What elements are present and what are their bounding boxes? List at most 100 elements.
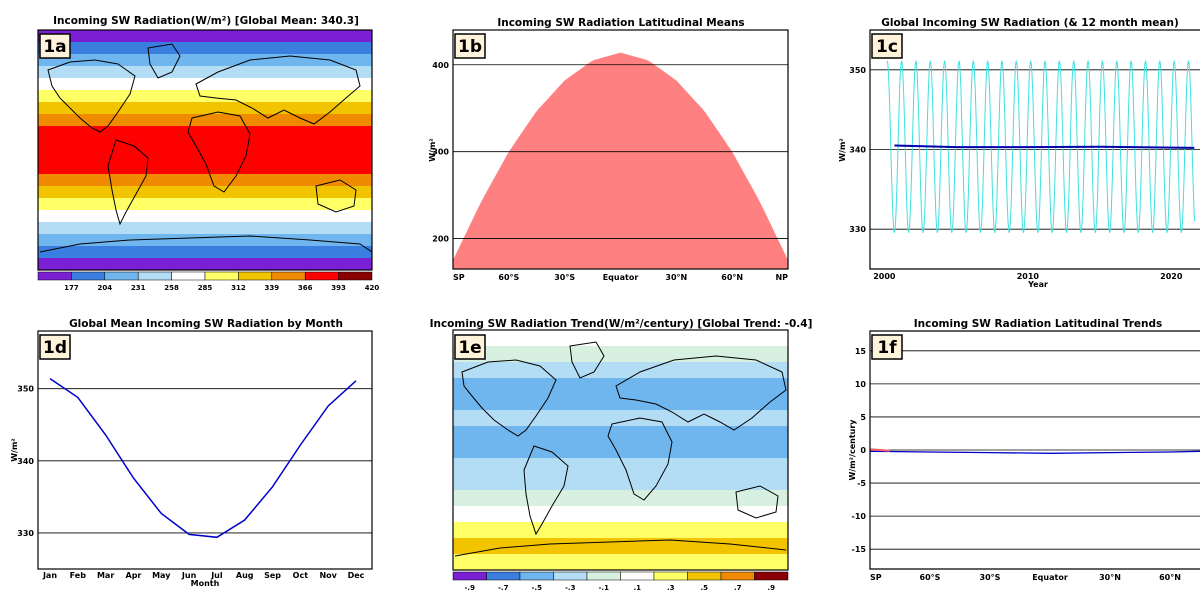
panel-1b-xtick-label: 30°S bbox=[554, 273, 575, 282]
map-greenland bbox=[147, 43, 181, 79]
panel-1e-band bbox=[453, 442, 788, 459]
panel-1b-xtick-label: NP bbox=[775, 273, 788, 282]
panel-1e-colorbar: -.9 -.7 -.5 -.3 -.1 .1 .3 .5 .7 .9 bbox=[452, 571, 789, 592]
panel-1e-colorbar-label: -.3 bbox=[565, 584, 576, 592]
panel-1f-ytick-label: -5 bbox=[857, 479, 866, 488]
panel-1a-badge: 1a bbox=[39, 33, 71, 59]
panel-1a-band bbox=[38, 174, 372, 187]
panel-1a-title: Incoming SW Radiation(W/m²) [Global Mean… bbox=[53, 15, 359, 27]
panel-1a-band bbox=[38, 114, 372, 127]
panel-1b-plot: 200 300 400 SP 60°S 30°S Equator 30°N 60°N NP bbox=[432, 52, 788, 282]
panel-1c: Global Incoming SW Radiation (& 12 month… bbox=[838, 17, 1200, 289]
panel-1f-ytick-label: -15 bbox=[852, 545, 867, 554]
panel-1b-ytick-label: 300 bbox=[432, 148, 449, 157]
panel-1d-badge-label: 1d bbox=[43, 338, 67, 358]
panel-1e-colorbar-swatch bbox=[620, 571, 655, 581]
panel-1d-xtick-label: Jun bbox=[181, 571, 197, 580]
panel-1a-band bbox=[38, 78, 372, 91]
panel-1f-ytick-label: -10 bbox=[852, 512, 867, 521]
panel-1e: Incoming SW Radiation Trend(W/m²/century… bbox=[430, 318, 813, 592]
panel-1e-band bbox=[453, 474, 788, 491]
panel-1d: Global Mean Incoming SW Radiation by Mon… bbox=[10, 318, 373, 588]
panel-1f-plot: -15 -10 -5 0 5 10 15 SP 60°S 30°S Equator 30°N 60°N bbox=[852, 347, 1200, 582]
panel-1e-colorbar-label: .5 bbox=[700, 584, 708, 592]
panel-1e-band bbox=[453, 490, 788, 507]
panel-1e-colorbar-label: -.5 bbox=[532, 584, 543, 592]
panel-1b-xtick-label: 30°N bbox=[665, 273, 687, 282]
panel-1a-colorbar-label: 204 bbox=[97, 284, 112, 292]
panel-1c-xtick-label: 2000 bbox=[873, 272, 896, 281]
panel-1e-band bbox=[453, 394, 788, 411]
panel-1d-ytick-label: 350 bbox=[17, 385, 34, 394]
panel-1e-band bbox=[453, 554, 788, 570]
map-eurasia bbox=[195, 55, 361, 125]
panel-1a-colorbar: 177 204 231 258 285 312 339 366 393 420 bbox=[37, 271, 380, 292]
panel-1f-ytick-label: 15 bbox=[855, 347, 867, 356]
panel-1f-xtick-label: 60°S bbox=[920, 573, 941, 582]
panel-1e-colorbar-swatch bbox=[687, 571, 722, 581]
panel-1f-series-line bbox=[869, 448, 891, 452]
panel-1c-ylabel: W/m² bbox=[838, 138, 847, 162]
panel-1a-band bbox=[38, 102, 372, 115]
panel-1c-ytick-label: 340 bbox=[849, 146, 866, 155]
panel-1a-colorbar-label: 231 bbox=[131, 284, 146, 292]
panel-1a-band bbox=[38, 42, 372, 55]
panel-1a-colorbar-swatch bbox=[71, 271, 106, 281]
panel-1b-ytick-label: 200 bbox=[432, 235, 449, 244]
panel-1c-plot: 330 340 350 2000 2010 2020 bbox=[849, 60, 1200, 281]
panel-1e-band bbox=[453, 362, 788, 379]
panel-1c-xtick-label: 2020 bbox=[1160, 272, 1183, 281]
panel-1d-xtick-label: Jan bbox=[42, 571, 57, 580]
panel-1a-world-map bbox=[39, 43, 372, 253]
panel-1d-xtick-label: Dec bbox=[348, 571, 365, 580]
panel-1d-xtick-label: Jul bbox=[210, 571, 223, 580]
panel-1d-xtick-label: Feb bbox=[70, 571, 87, 580]
panel-1d-xlabel: Month bbox=[191, 579, 220, 588]
panel-1c-title: Global Incoming SW Radiation (& 12 month… bbox=[881, 17, 1179, 29]
panel-1e-colorbar-label: -.1 bbox=[599, 584, 610, 592]
panel-1d-xtick-label: May bbox=[152, 571, 171, 580]
panel-1a-frame bbox=[37, 29, 373, 271]
panel-1f-ylabel: W/m²/century bbox=[848, 419, 857, 481]
panel-1e-badge: 1e bbox=[454, 334, 486, 360]
panel-1a-band bbox=[38, 210, 372, 223]
panel-1d-plot: 330 340 350 Jan Feb Mar Apr May Jun Jul Aug Sep Oct N… bbox=[17, 377, 372, 580]
panel-1a-band bbox=[38, 246, 372, 259]
panel-1b-xtick-label: 60°S bbox=[498, 273, 519, 282]
map-africa bbox=[607, 417, 673, 501]
panel-1c-badge: 1c bbox=[871, 33, 903, 59]
panel-1f-series-line bbox=[869, 450, 1200, 454]
panel-1a-band bbox=[38, 138, 372, 151]
panel-1c-xtick-label: 2010 bbox=[1017, 272, 1040, 281]
panel-1a-band bbox=[38, 186, 372, 199]
panel-1f-badge: 1f bbox=[871, 334, 903, 360]
panel-1a-colorbar-swatch bbox=[104, 271, 139, 281]
panel-1a-band bbox=[38, 222, 372, 235]
panel-1f-badge-label: 1f bbox=[877, 338, 897, 358]
map-africa bbox=[187, 111, 251, 193]
panel-1a-colorbar-label: 420 bbox=[365, 284, 380, 292]
panel-1a: Incoming SW Radiation(W/m²) [Global Mean… bbox=[37, 15, 380, 292]
panel-1e-color-bands bbox=[453, 330, 788, 570]
panel-1e-colorbar-swatch bbox=[653, 571, 688, 581]
panel-1a-colorbar-swatch bbox=[271, 271, 306, 281]
panel-1e-band bbox=[453, 330, 788, 347]
panel-1f-xtick-label: Equator bbox=[1032, 573, 1068, 582]
panel-1b-frame bbox=[452, 29, 789, 270]
panel-1b-xtick-label: SP bbox=[453, 273, 465, 282]
panel-1e-colorbar-swatch bbox=[519, 571, 554, 581]
panel-1d-ytick-label: 340 bbox=[17, 457, 34, 466]
panel-1e-colorbar-label: .9 bbox=[767, 584, 775, 592]
map-eurasia bbox=[615, 355, 787, 431]
panel-1a-band bbox=[38, 150, 372, 163]
map-australia bbox=[735, 485, 779, 519]
panel-1a-colorbar-label: 258 bbox=[164, 284, 179, 292]
panel-1e-colorbar-swatch bbox=[586, 571, 621, 581]
panel-1d-xtick-label: Apr bbox=[126, 571, 142, 580]
panel-1a-band bbox=[38, 162, 372, 175]
map-south-america bbox=[107, 139, 149, 226]
panel-1e-colorbar-label: .7 bbox=[734, 584, 742, 592]
panel-1b-badge-label: 1b bbox=[458, 37, 482, 57]
panel-1e-colorbar-label: -.9 bbox=[465, 584, 476, 592]
panel-1a-colorbar-swatch bbox=[137, 271, 172, 281]
